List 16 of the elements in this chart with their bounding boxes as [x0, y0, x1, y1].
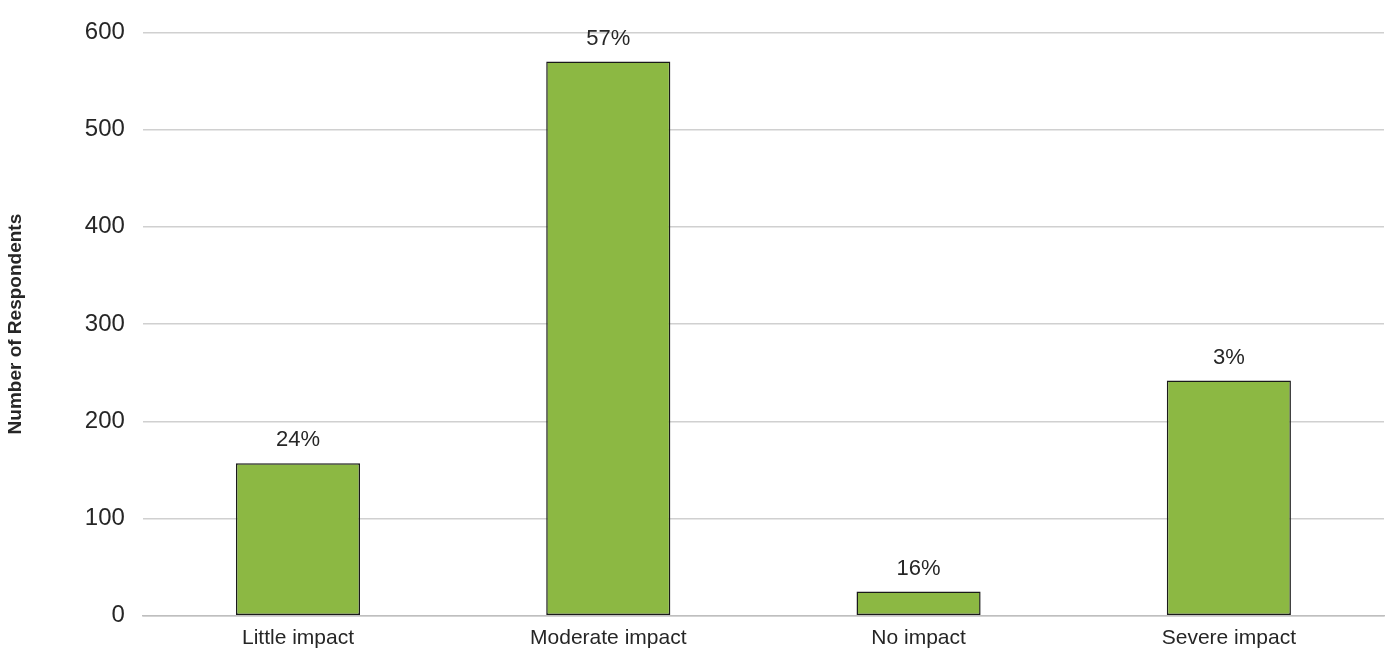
y-tick-label: 300: [84, 308, 125, 336]
y-tick-label: 100: [84, 503, 125, 531]
y-tick-label: 500: [84, 114, 125, 142]
y-tick-label: 200: [84, 405, 125, 433]
y-tick-label: 0: [111, 600, 125, 628]
x-tick-label: Little impact: [241, 625, 355, 649]
annotation: 24%: [275, 426, 321, 452]
y-tick-label: 400: [84, 211, 125, 239]
annotation: 16%: [896, 554, 941, 580]
y-axis-title: Number of Respondents: [3, 213, 25, 435]
y-tick-label: 600: [84, 17, 125, 45]
annotation: 3%: [1212, 343, 1245, 369]
x-tick-label: Severe impact: [1161, 625, 1297, 649]
x-tick-label: Moderate impact: [530, 625, 687, 649]
annotation: 57%: [586, 24, 631, 50]
x-tick-label: No impact: [871, 625, 966, 649]
